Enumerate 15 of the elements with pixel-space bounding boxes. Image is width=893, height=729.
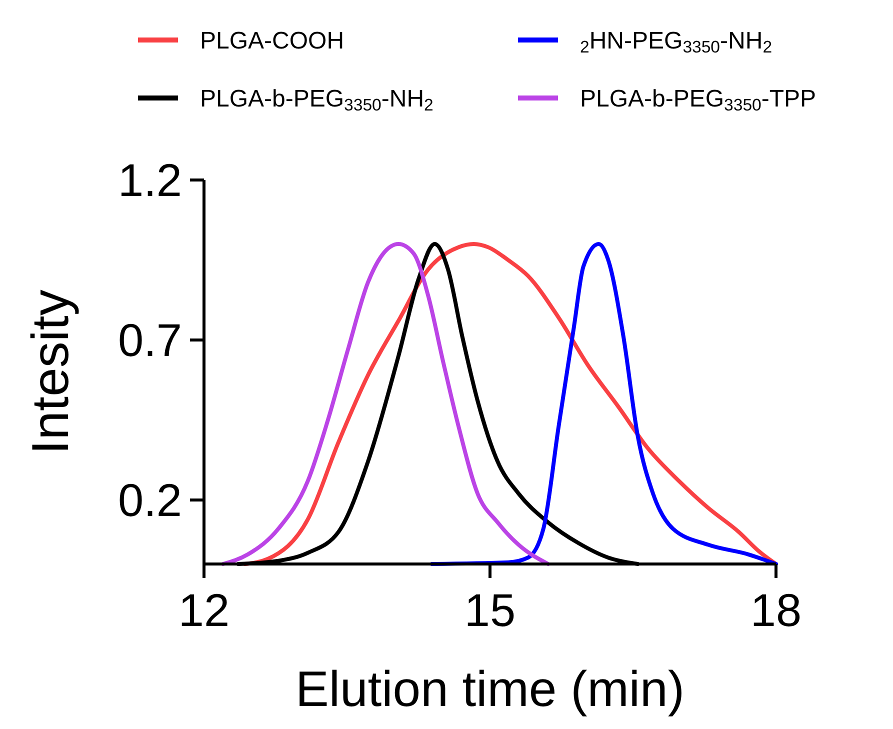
x-tick-label: 15	[464, 584, 516, 636]
x-axis-title: Elution time (min)	[296, 661, 684, 717]
y-tick-label: 0.7	[118, 314, 182, 366]
y-axis-title: Intesity	[22, 290, 80, 454]
legend-label: $_{2}$HN-PEG$_{3350}$-NH$_{2}$	[580, 27, 772, 57]
legend-label: PLGA-b-PEG$_{3350}$-TPP	[580, 85, 816, 115]
legend-label: PLGA-COOH	[200, 27, 344, 54]
line-series	[430, 242, 778, 566]
line-series	[221, 242, 550, 566]
y-tick-label: 0.2	[118, 474, 182, 526]
x-tick-label: 18	[750, 584, 802, 636]
x-tick-label: 12	[178, 584, 230, 636]
line-series	[242, 242, 778, 566]
legend-label: PLGA-b-PEG$_{3350}$-NH$_{2}$	[200, 85, 434, 115]
y-tick-label: 1.2	[118, 154, 182, 206]
